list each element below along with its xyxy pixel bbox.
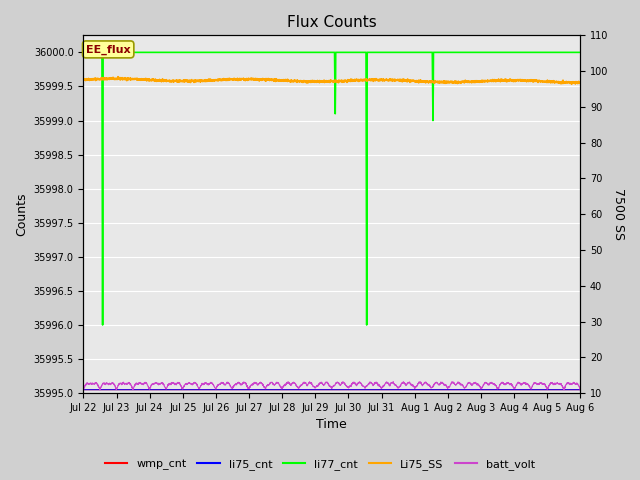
X-axis label: Time: Time: [316, 419, 347, 432]
Text: EE_flux: EE_flux: [86, 44, 131, 55]
Title: Flux Counts: Flux Counts: [287, 15, 377, 30]
Y-axis label: 7500 SS: 7500 SS: [612, 188, 625, 240]
Y-axis label: Counts: Counts: [15, 192, 28, 236]
Legend: wmp_cnt, li75_cnt, li77_cnt, Li75_SS, batt_volt: wmp_cnt, li75_cnt, li77_cnt, Li75_SS, ba…: [100, 455, 540, 474]
